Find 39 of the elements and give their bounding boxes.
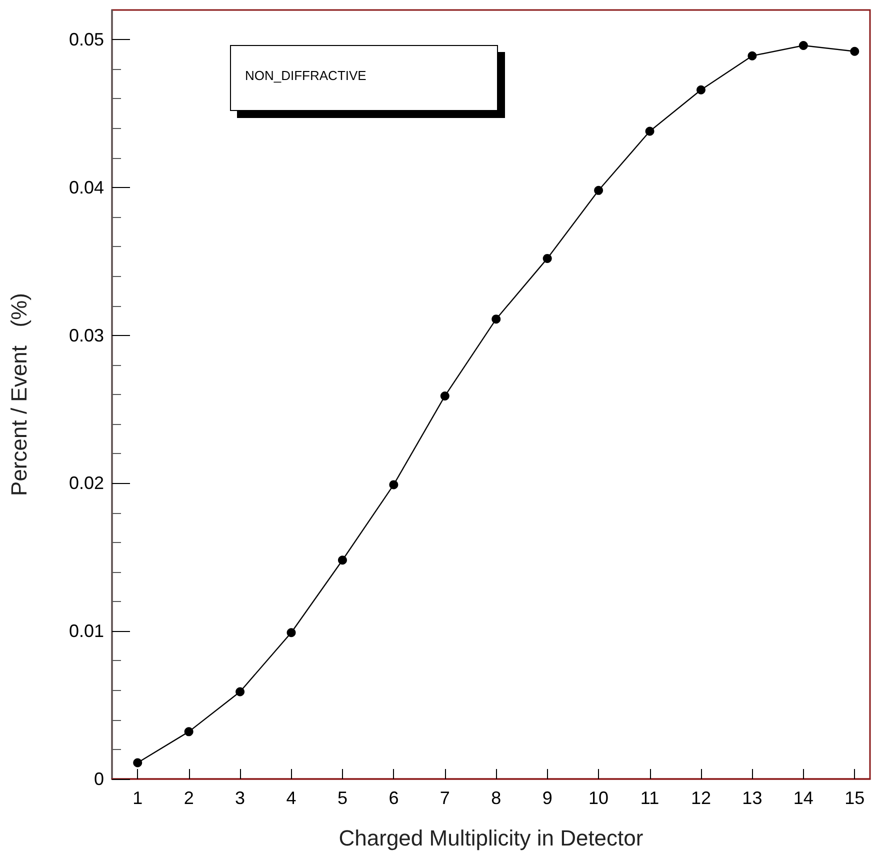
point — [696, 85, 706, 94]
point — [850, 46, 860, 56]
point — [542, 254, 552, 263]
x-tick-label: 9 — [542, 788, 552, 808]
point — [748, 51, 757, 60]
x-tick-label: 8 — [491, 788, 502, 808]
y-tick-label: 0.03 — [68, 325, 104, 346]
y-tick-label: 0.04 — [68, 177, 104, 198]
point — [236, 687, 245, 696]
y-tick-label: 0.05 — [68, 30, 104, 50]
x-tick-label: 4 — [286, 788, 296, 808]
x-tick-label: 15 — [844, 788, 865, 808]
x-tick-label: 11 — [640, 788, 660, 808]
point — [184, 727, 194, 736]
x-tick-label: 3 — [235, 788, 246, 808]
annotation: NON_DIFFRACTIVE — [245, 68, 366, 83]
x-tick-label: 5 — [337, 788, 348, 808]
y-tick-label: 0.01 — [68, 621, 104, 642]
x-tick-label: 12 — [690, 788, 711, 808]
point — [645, 126, 654, 136]
x-tick-label: 13 — [742, 788, 762, 808]
x-tick-label: 1 — [132, 788, 143, 808]
point — [133, 758, 142, 768]
y-tick-label: 0.02 — [68, 473, 104, 494]
x-axis-title: Charged Multiplicity in Detector — [338, 826, 644, 850]
y-tick-label: 0 — [94, 769, 104, 789]
y-axis-title: Percent / Event (%) — [6, 293, 32, 496]
point — [440, 391, 450, 400]
point — [389, 480, 398, 490]
x-tick-label: 6 — [388, 788, 399, 808]
x-tick-label: 2 — [184, 788, 194, 808]
point — [338, 556, 347, 565]
point — [798, 40, 808, 50]
point — [286, 628, 296, 638]
x-tick-label: 14 — [793, 788, 814, 808]
point — [492, 314, 501, 324]
point — [594, 186, 604, 195]
x-tick-label: 7 — [440, 788, 450, 808]
x-tick-label: 10 — [588, 788, 609, 808]
